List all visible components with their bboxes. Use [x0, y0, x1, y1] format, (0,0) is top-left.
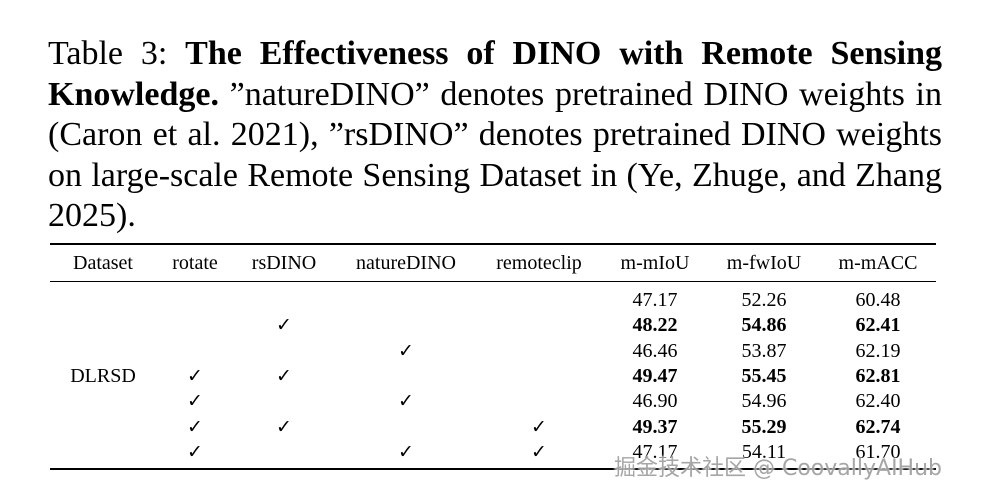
column-header-m-miou: m-mIoU	[620, 252, 690, 274]
column-header-remoteclip: remoteclip	[496, 252, 582, 274]
caption-label: Table 3:	[48, 35, 186, 72]
column-header-rotate: rotate	[172, 252, 218, 274]
metric-value: 49.37	[632, 415, 678, 438]
metric-value: 62.74	[855, 415, 901, 438]
metric-value: 46.46	[632, 339, 678, 362]
metric-value: 47.17	[632, 289, 678, 311]
metric-value: 53.87	[741, 339, 787, 362]
metric-value: 52.26	[741, 289, 787, 311]
watermark: 掘金技术社区 @ CoovallyAIHub	[614, 456, 943, 481]
table-top-rule	[50, 243, 936, 245]
column-header-rsdino: rsDINO	[251, 252, 317, 274]
table-bottom-rule	[50, 468, 936, 470]
check-mark-rotate: ✓	[187, 440, 203, 463]
metric-value: 62.81	[855, 364, 901, 387]
check-mark-rotate: ✓	[187, 415, 203, 438]
check-mark-naturedino: ✓	[398, 339, 414, 362]
check-mark-remoteclip: ✓	[531, 415, 547, 438]
metric-value: 62.41	[855, 314, 901, 337]
caption-title: The Effectiveness of DINO with Remote Se…	[48, 35, 942, 113]
column-header-naturedino: natureDINO	[356, 252, 456, 274]
metric-value: 54.11	[741, 440, 787, 463]
metric-value: 62.19	[855, 339, 901, 362]
metric-value: 46.90	[632, 390, 678, 413]
check-mark-rsdino: ✓	[276, 415, 292, 438]
metric-value: 49.47	[632, 364, 678, 387]
metric-value: 47.17	[632, 440, 678, 463]
metric-value: 61.70	[855, 440, 901, 463]
metric-value: 60.48	[855, 289, 901, 311]
metric-value: 55.29	[741, 415, 787, 438]
metric-value: 48.22	[632, 314, 678, 337]
check-mark-naturedino: ✓	[398, 440, 414, 463]
table-header-rule	[50, 281, 936, 282]
check-mark-rsdino: ✓	[276, 314, 292, 337]
column-header-dataset: Dataset	[73, 252, 133, 274]
check-mark-naturedino: ✓	[398, 390, 414, 413]
table-caption: Table 3: The Effectiveness of DINO with …	[48, 34, 942, 237]
metric-value: 54.86	[741, 314, 787, 337]
metric-value: 62.40	[855, 390, 901, 413]
check-mark-remoteclip: ✓	[531, 440, 547, 463]
metric-value: 55.45	[741, 364, 787, 387]
caption-body: ”natureDINO” denotes pretrained DINO wei…	[48, 75, 942, 235]
metric-value: 54.96	[741, 390, 787, 413]
check-mark-rotate: ✓	[187, 364, 203, 387]
column-header-m-macc: m-mACC	[838, 252, 918, 274]
check-mark-rsdino: ✓	[276, 364, 292, 387]
check-mark-rotate: ✓	[187, 390, 203, 413]
dataset-cell: DLRSD	[70, 364, 136, 387]
column-header-m-fwiou: m-fwIoU	[726, 252, 802, 274]
